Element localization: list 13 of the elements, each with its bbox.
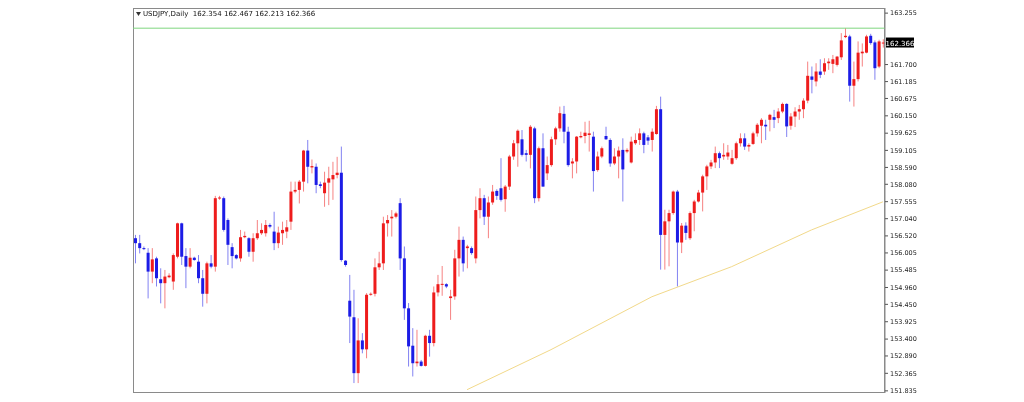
candlestick: [709, 159, 713, 170]
candlestick: [268, 222, 272, 229]
candlestick: [209, 254, 213, 269]
candlestick: [646, 134, 650, 146]
candlestick: [730, 149, 734, 166]
candlestick: [142, 245, 146, 251]
candlestick: [293, 181, 297, 194]
candlestick: [747, 142, 751, 153]
candlestick: [369, 291, 373, 297]
line-series: [466, 201, 884, 391]
candlestick: [768, 113, 772, 132]
candlestick: [604, 126, 608, 141]
candlestick: [726, 144, 730, 161]
